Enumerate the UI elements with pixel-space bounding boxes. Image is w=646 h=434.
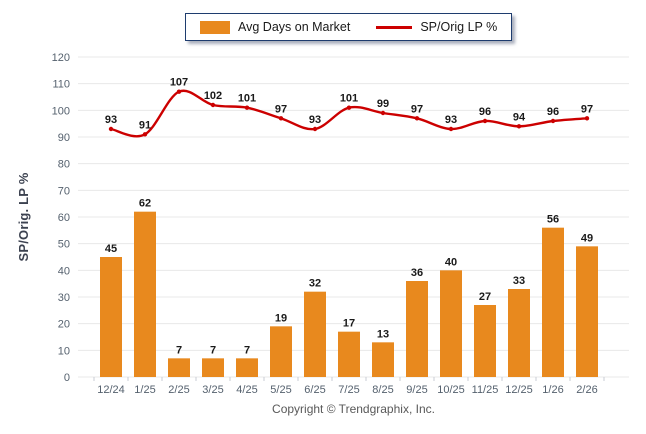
line-value-label: 107 [170, 77, 188, 89]
line-value-label: 101 [238, 93, 256, 105]
line-value-label: 93 [445, 114, 457, 126]
x-tick-label: 7/25 [338, 384, 359, 396]
legend-label-avg-days: Avg Days on Market [238, 20, 351, 34]
y-tick-label: 90 [58, 132, 70, 144]
x-tick-label: 9/25 [406, 384, 427, 396]
bar-value-label: 49 [581, 232, 593, 244]
x-tick-label: 12/25 [505, 384, 533, 396]
bar [236, 358, 258, 377]
bar-value-label: 7 [244, 344, 250, 356]
x-tick-label: 8/25 [372, 384, 393, 396]
bar [304, 291, 326, 377]
line-point-marker [448, 126, 454, 132]
y-tick-label: 20 [58, 319, 70, 331]
bar [542, 227, 564, 377]
bar [202, 358, 224, 377]
bar [168, 358, 190, 377]
x-tick-label: 10/25 [437, 384, 465, 396]
line-value-label: 91 [139, 119, 151, 131]
x-tick-label: 11/25 [472, 384, 499, 396]
bar [474, 305, 496, 377]
bar-value-label: 7 [210, 344, 216, 356]
y-tick-label: 0 [64, 372, 70, 384]
bar-value-label: 13 [377, 328, 389, 340]
line-value-label: 101 [340, 93, 358, 105]
line-point-marker [312, 126, 318, 132]
line-point-marker [516, 124, 522, 129]
line-value-label: 97 [581, 103, 593, 115]
legend-label-sp-lp: SP/Orig LP % [420, 20, 498, 34]
line-point-marker [108, 126, 114, 132]
bar [406, 281, 428, 377]
y-tick-label: 60 [58, 212, 70, 224]
line-point-marker [176, 89, 182, 94]
y-tick-label: 110 [52, 79, 70, 91]
line-swatch-icon [376, 25, 413, 29]
x-tick-label: 5/25 [270, 384, 291, 396]
bar-value-label: 27 [479, 291, 491, 303]
line-point-marker [142, 132, 148, 137]
x-tick-label: 1/26 [542, 384, 563, 396]
x-tick-label: 4/25 [236, 384, 257, 396]
line-point-marker [380, 110, 386, 116]
bar-value-label: 17 [343, 318, 355, 330]
x-tick-label: 2/25 [168, 384, 189, 396]
line-value-label: 99 [377, 98, 389, 110]
line-value-label: 93 [309, 114, 321, 126]
line-value-label: 96 [547, 106, 559, 118]
line-value-label: 102 [204, 90, 222, 102]
legend-item-sp-lp: SP/Orig LP % [376, 20, 497, 34]
bar-value-label: 32 [309, 278, 321, 290]
bar-value-label: 40 [445, 256, 457, 268]
bar-value-label: 62 [139, 198, 151, 210]
line-value-label: 97 [275, 103, 287, 115]
y-tick-label: 30 [58, 292, 70, 304]
line-point-marker [482, 118, 488, 124]
bar-value-label: 45 [105, 243, 117, 255]
bar [338, 331, 360, 377]
line-value-label: 97 [411, 103, 423, 115]
y-tick-label: 100 [52, 105, 70, 117]
y-tick-label: 10 [58, 345, 70, 357]
bar [508, 289, 530, 377]
y-tick-label: 80 [58, 159, 70, 171]
bar [270, 326, 292, 377]
legend: Avg Days on Market SP/Orig LP % [185, 13, 513, 41]
y-tick-label: 70 [58, 185, 70, 197]
line-point-marker [244, 105, 250, 110]
bar [134, 211, 156, 377]
line-value-label: 93 [105, 114, 117, 126]
x-tick-label: 1/25 [134, 384, 155, 396]
line-point-marker [278, 116, 284, 121]
bar [440, 270, 462, 377]
y-tick-label: 40 [58, 265, 70, 277]
bar-value-label: 19 [275, 312, 287, 324]
x-tick-label: 6/25 [304, 384, 325, 396]
line-value-label: 94 [513, 111, 526, 123]
line-point-marker [550, 118, 556, 124]
y-axis-title: SP/Orig. LP % [16, 172, 31, 262]
x-tick-label: 12/24 [97, 384, 125, 396]
x-tick-label: 2/26 [576, 384, 597, 396]
bar [576, 246, 598, 377]
line-point-marker [584, 116, 590, 121]
line-point-marker [346, 105, 352, 110]
line-value-label: 96 [479, 106, 491, 118]
line-point-marker [414, 116, 420, 121]
bar-value-label: 7 [176, 344, 182, 356]
y-tick-label: 50 [58, 239, 70, 251]
x-tick-label: 3/25 [202, 384, 223, 396]
bar [100, 257, 122, 377]
line-point-marker [210, 102, 216, 108]
legend-item-avg-days: Avg Days on Market [200, 20, 350, 34]
bar-value-label: 56 [547, 214, 559, 226]
bar-value-label: 36 [411, 267, 423, 279]
bar-value-label: 33 [513, 275, 525, 287]
bar-swatch-icon [200, 20, 230, 34]
copyright-text: Copyright © Trendgraphix, Inc. [272, 402, 435, 416]
bar [372, 342, 394, 377]
y-tick-label: 120 [52, 52, 70, 64]
